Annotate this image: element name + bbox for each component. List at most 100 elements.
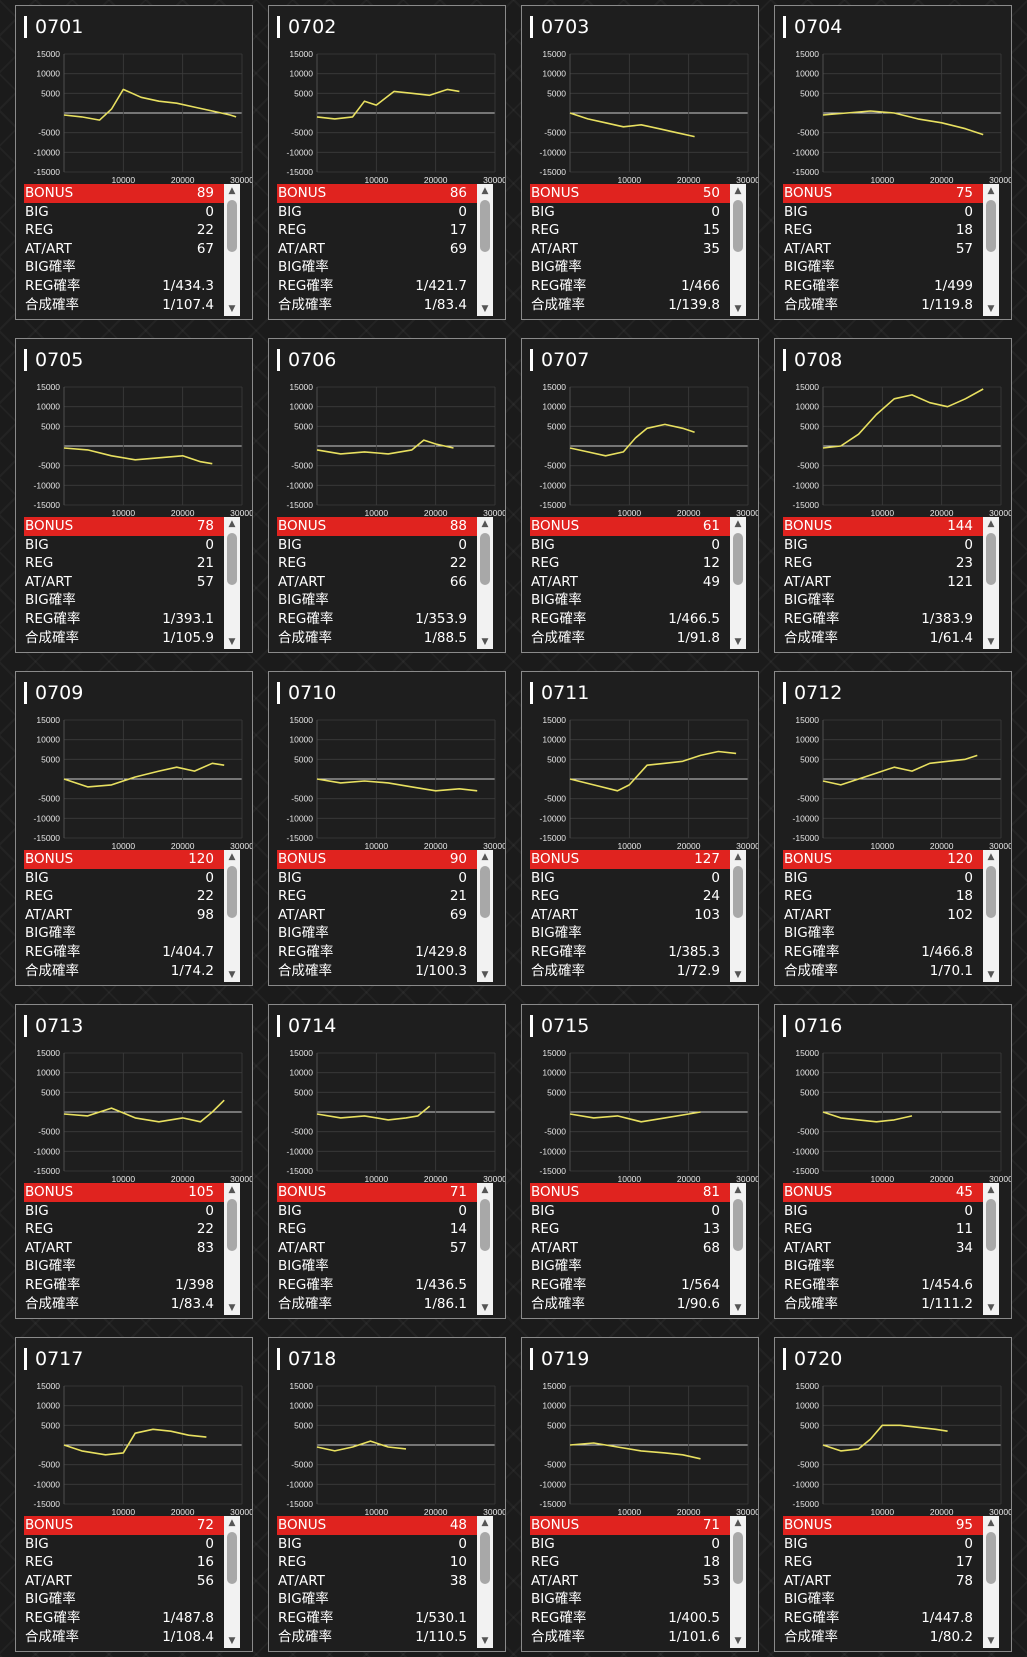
machine-number[interactable]: 0713 — [24, 1015, 83, 1037]
stats-scrollbar[interactable]: ▲ ▼ — [983, 1183, 999, 1315]
machine-card-0707[interactable]: 0707 15000 10000 5000 -5000 -10000 -15000 1000… — [521, 338, 759, 653]
scroll-down-icon[interactable]: ▼ — [987, 304, 995, 314]
scroll-thumb[interactable] — [733, 533, 743, 585]
machine-card-0709[interactable]: 0709 15000 10000 5000 -5000 -10000 -15000 1000… — [15, 671, 253, 986]
machine-card-0713[interactable]: 0713 15000 10000 5000 -5000 -10000 -15000 1000… — [15, 1004, 253, 1319]
machine-number[interactable]: 0718 — [277, 1348, 336, 1370]
scroll-down-icon[interactable]: ▼ — [987, 1303, 995, 1313]
scroll-up-icon[interactable]: ▲ — [228, 1185, 236, 1195]
machine-number[interactable]: 0704 — [783, 16, 842, 38]
machine-number[interactable]: 0707 — [530, 349, 589, 371]
scroll-thumb[interactable] — [480, 866, 490, 918]
scroll-thumb[interactable] — [733, 200, 743, 252]
scroll-down-icon[interactable]: ▼ — [481, 970, 489, 980]
scroll-down-icon[interactable]: ▼ — [228, 970, 236, 980]
machine-card-0710[interactable]: 0710 15000 10000 5000 -5000 -10000 -15000 1000… — [268, 671, 506, 986]
machine-number[interactable]: 0712 — [783, 682, 842, 704]
machine-card-0705[interactable]: 0705 15000 10000 5000 -5000 -10000 -15000 1000… — [15, 338, 253, 653]
stats-scrollbar[interactable]: ▲ ▼ — [983, 517, 999, 649]
machine-number[interactable]: 0716 — [783, 1015, 842, 1037]
stats-scrollbar[interactable]: ▲ ▼ — [477, 184, 493, 316]
scroll-up-icon[interactable]: ▲ — [228, 519, 236, 529]
machine-number[interactable]: 0720 — [783, 1348, 842, 1370]
scroll-down-icon[interactable]: ▼ — [228, 304, 236, 314]
scroll-up-icon[interactable]: ▲ — [228, 852, 236, 862]
scroll-down-icon[interactable]: ▼ — [987, 637, 995, 647]
machine-card-0719[interactable]: 0719 15000 10000 5000 -5000 -10000 -15000 1000… — [521, 1337, 759, 1652]
machine-card-0714[interactable]: 0714 15000 10000 5000 -5000 -10000 -15000 1000… — [268, 1004, 506, 1319]
scroll-thumb[interactable] — [480, 200, 490, 252]
machine-number[interactable]: 0717 — [24, 1348, 83, 1370]
scroll-up-icon[interactable]: ▲ — [481, 519, 489, 529]
scroll-thumb[interactable] — [986, 866, 996, 918]
scroll-down-icon[interactable]: ▼ — [987, 970, 995, 980]
stats-scrollbar[interactable]: ▲ ▼ — [224, 1516, 240, 1648]
scroll-up-icon[interactable]: ▲ — [734, 186, 742, 196]
stats-scrollbar[interactable]: ▲ ▼ — [224, 850, 240, 982]
scroll-thumb[interactable] — [986, 1199, 996, 1251]
scroll-down-icon[interactable]: ▼ — [734, 637, 742, 647]
scroll-up-icon[interactable]: ▲ — [734, 519, 742, 529]
machine-number[interactable]: 0714 — [277, 1015, 336, 1037]
machine-number[interactable]: 0708 — [783, 349, 842, 371]
scroll-thumb[interactable] — [227, 533, 237, 585]
scroll-down-icon[interactable]: ▼ — [228, 1636, 236, 1646]
machine-card-0704[interactable]: 0704 15000 10000 5000 -5000 -10000 -15000 1000… — [774, 5, 1012, 320]
stats-scrollbar[interactable]: ▲ ▼ — [983, 184, 999, 316]
scroll-down-icon[interactable]: ▼ — [228, 637, 236, 647]
stats-scrollbar[interactable]: ▲ ▼ — [224, 184, 240, 316]
machine-number[interactable]: 0710 — [277, 682, 336, 704]
scroll-down-icon[interactable]: ▼ — [481, 1303, 489, 1313]
scroll-up-icon[interactable]: ▲ — [734, 1185, 742, 1195]
stats-scrollbar[interactable]: ▲ ▼ — [983, 1516, 999, 1648]
scroll-down-icon[interactable]: ▼ — [734, 304, 742, 314]
scroll-up-icon[interactable]: ▲ — [987, 1518, 995, 1528]
stats-scrollbar[interactable]: ▲ ▼ — [477, 517, 493, 649]
stats-scrollbar[interactable]: ▲ ▼ — [730, 1183, 746, 1315]
scroll-thumb[interactable] — [733, 1199, 743, 1251]
scroll-up-icon[interactable]: ▲ — [987, 852, 995, 862]
stats-scrollbar[interactable]: ▲ ▼ — [730, 517, 746, 649]
machine-card-0711[interactable]: 0711 15000 10000 5000 -5000 -10000 -15000 1000… — [521, 671, 759, 986]
scroll-up-icon[interactable]: ▲ — [481, 852, 489, 862]
scroll-thumb[interactable] — [733, 866, 743, 918]
scroll-down-icon[interactable]: ▼ — [734, 1636, 742, 1646]
stats-scrollbar[interactable]: ▲ ▼ — [983, 850, 999, 982]
stats-scrollbar[interactable]: ▲ ▼ — [730, 184, 746, 316]
scroll-up-icon[interactable]: ▲ — [987, 1185, 995, 1195]
stats-scrollbar[interactable]: ▲ ▼ — [224, 1183, 240, 1315]
scroll-down-icon[interactable]: ▼ — [481, 1636, 489, 1646]
scroll-thumb[interactable] — [227, 1199, 237, 1251]
machine-card-0715[interactable]: 0715 15000 10000 5000 -5000 -10000 -15000 1000… — [521, 1004, 759, 1319]
stats-scrollbar[interactable]: ▲ ▼ — [477, 1516, 493, 1648]
machine-number[interactable]: 0701 — [24, 16, 83, 38]
scroll-up-icon[interactable]: ▲ — [734, 852, 742, 862]
machine-number[interactable]: 0703 — [530, 16, 589, 38]
scroll-up-icon[interactable]: ▲ — [481, 186, 489, 196]
scroll-down-icon[interactable]: ▼ — [481, 637, 489, 647]
scroll-thumb[interactable] — [986, 1532, 996, 1584]
machine-card-0706[interactable]: 0706 15000 10000 5000 -5000 -10000 -15000 1000… — [268, 338, 506, 653]
scroll-up-icon[interactable]: ▲ — [987, 519, 995, 529]
machine-card-0708[interactable]: 0708 15000 10000 5000 -5000 -10000 -15000 1000… — [774, 338, 1012, 653]
scroll-down-icon[interactable]: ▼ — [481, 304, 489, 314]
machine-card-0716[interactable]: 0716 15000 10000 5000 -5000 -10000 -15000 1000… — [774, 1004, 1012, 1319]
scroll-thumb[interactable] — [227, 200, 237, 252]
machine-card-0701[interactable]: 0701 15000 10000 5000 -5000 -10000 -15000 1000… — [15, 5, 253, 320]
scroll-down-icon[interactable]: ▼ — [734, 1303, 742, 1313]
scroll-up-icon[interactable]: ▲ — [228, 1518, 236, 1528]
scroll-down-icon[interactable]: ▼ — [734, 970, 742, 980]
scroll-thumb[interactable] — [733, 1532, 743, 1584]
scroll-thumb[interactable] — [227, 866, 237, 918]
scroll-up-icon[interactable]: ▲ — [734, 1518, 742, 1528]
stats-scrollbar[interactable]: ▲ ▼ — [477, 1183, 493, 1315]
machine-number[interactable]: 0711 — [530, 682, 589, 704]
machine-number[interactable]: 0702 — [277, 16, 336, 38]
machine-card-0717[interactable]: 0717 15000 10000 5000 -5000 -10000 -15000 1000… — [15, 1337, 253, 1652]
machine-number[interactable]: 0709 — [24, 682, 83, 704]
machine-card-0718[interactable]: 0718 15000 10000 5000 -5000 -10000 -15000 1000… — [268, 1337, 506, 1652]
machine-card-0702[interactable]: 0702 15000 10000 5000 -5000 -10000 -15000 1000… — [268, 5, 506, 320]
scroll-down-icon[interactable]: ▼ — [987, 1636, 995, 1646]
machine-number[interactable]: 0715 — [530, 1015, 589, 1037]
scroll-thumb[interactable] — [480, 533, 490, 585]
